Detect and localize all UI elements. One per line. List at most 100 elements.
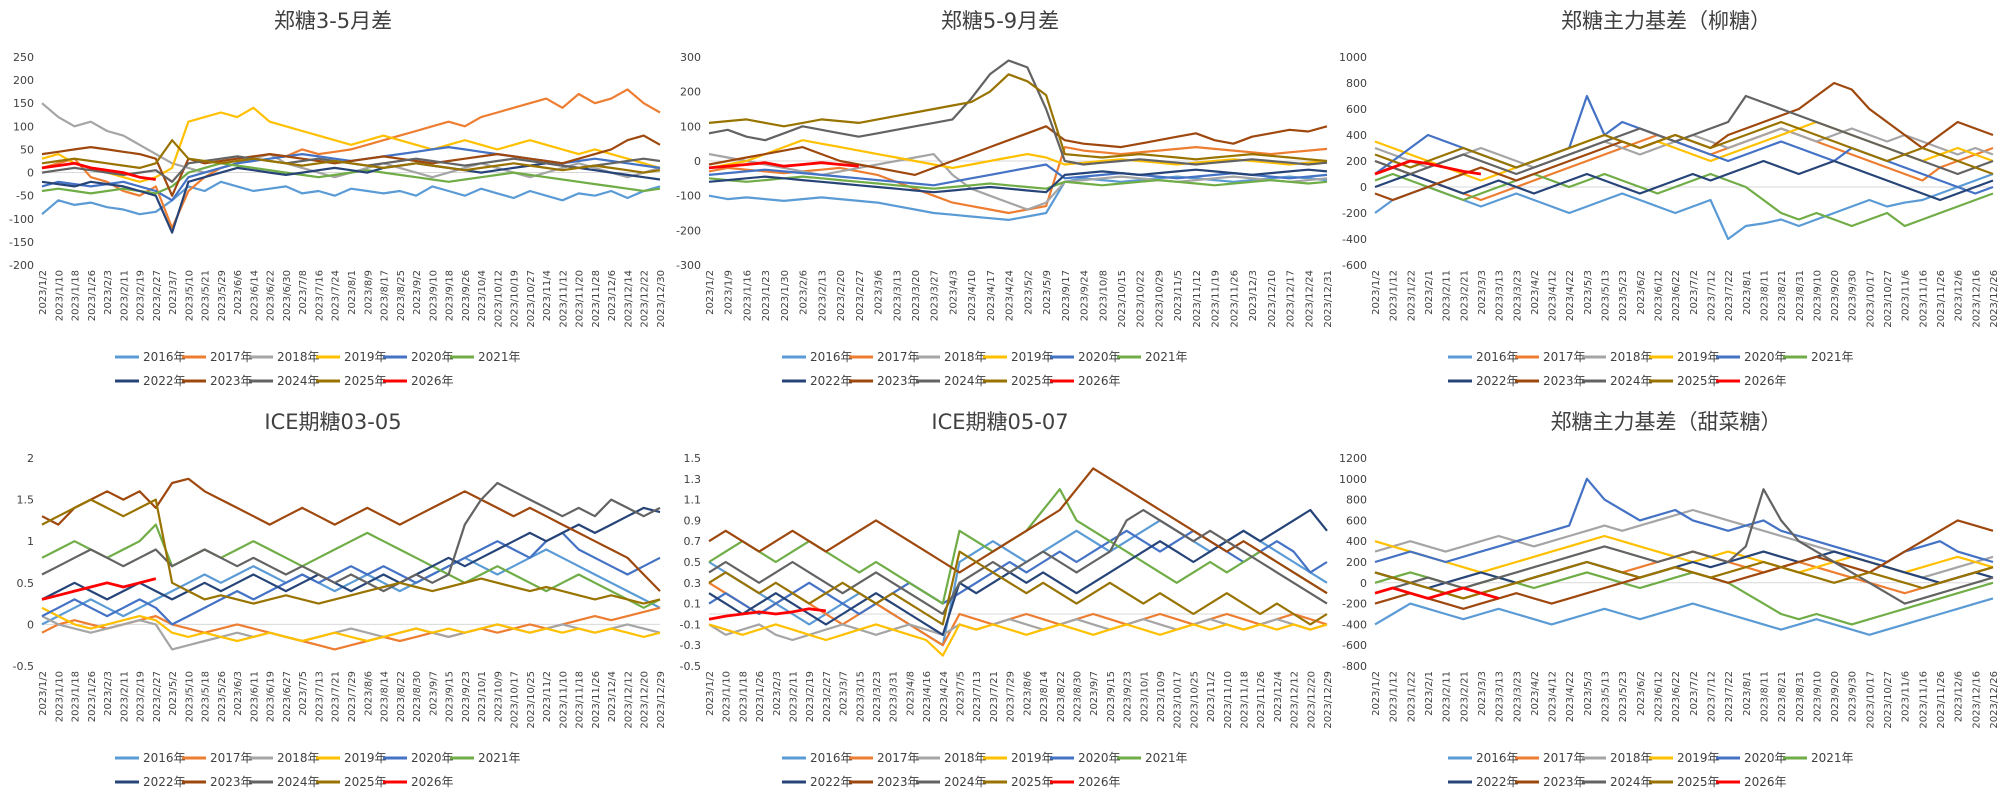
x-tick-label: 2023/9/23 xyxy=(1123,671,1134,722)
legend-label: 2017年 xyxy=(1543,350,1586,364)
legend-label: 2026年 xyxy=(411,374,454,388)
legend-label: 2022年 xyxy=(810,374,853,388)
y-tick-label: 1.5 xyxy=(17,494,35,507)
y-tick-label: 50 xyxy=(20,143,34,156)
x-tick-label: 2023/2/21 xyxy=(1459,270,1470,321)
legend-label: 2022年 xyxy=(143,374,186,388)
legend-label: 2020年 xyxy=(411,751,454,765)
series-line-2021年 xyxy=(708,175,1328,190)
x-tick-label: 2023/3/7 xyxy=(839,671,850,716)
legend-label: 2022年 xyxy=(1476,374,1519,388)
x-tick-label: 2023/1/26 xyxy=(755,671,766,722)
y-tick-label: 100 xyxy=(680,120,701,133)
x-tick-label: 2023/3/31 xyxy=(889,671,900,722)
y-tick-label: -0.1 xyxy=(680,618,701,631)
x-tick-label: 2023/2/11 xyxy=(1442,671,1453,722)
x-tick-label: 2023/11/12 xyxy=(558,270,569,328)
x-tick-label: 2023/10/17 xyxy=(1865,671,1876,729)
y-tick-label: 0 xyxy=(27,618,34,631)
legend-label: 2019年 xyxy=(344,350,387,364)
x-tick-label: 2023/7/29 xyxy=(347,671,358,722)
x-tick-label: 2023/5/9 xyxy=(1042,270,1053,315)
x-tick-label: 2023/1/18 xyxy=(71,270,82,321)
x-tick-label: 2023/7/5 xyxy=(956,671,967,716)
legend-label: 2024年 xyxy=(944,374,987,388)
y-tick-label: 200 xyxy=(13,74,34,87)
legend-label: 2026年 xyxy=(1078,374,1121,388)
x-tick-label: 2023/2/27 xyxy=(855,270,866,321)
x-tick-label: 2023/2/11 xyxy=(1442,270,1453,321)
y-tick-label: -300 xyxy=(676,259,701,272)
legend-label: 2016年 xyxy=(143,350,186,364)
x-tick-label: 2023/10/17 xyxy=(510,671,521,729)
x-tick-label: 2023/7/12 xyxy=(1706,671,1717,722)
x-tick-label: 2023/2/27 xyxy=(152,270,163,321)
legend-label: 2018年 xyxy=(944,751,987,765)
x-tick-label: 2023/11/26 xyxy=(1256,671,1267,729)
x-tick-label: 2023/2/20 xyxy=(836,270,847,321)
legend-label: 2016年 xyxy=(810,751,853,765)
x-tick-label: 2023/9/10 xyxy=(1812,671,1823,722)
x-tick-label: 2023/11/2 xyxy=(542,671,553,722)
x-tick-label: 2023/1/2 xyxy=(705,671,716,716)
chart-panel-zt59: 郑糖5-9月差 300 200 100 0 -100 -200 -300 2023/1/2 202… xyxy=(667,0,1334,401)
x-tick-label: 2023/5/23 xyxy=(1618,270,1629,321)
x-tick-label: 2023/7/2 xyxy=(1689,270,1700,315)
y-tick-label: 100 xyxy=(13,120,34,133)
x-tick-label: 2023/10/9 xyxy=(493,671,504,722)
x-tick-label: 2023/5/2 xyxy=(168,671,179,716)
y-tick-label: -400 xyxy=(1342,233,1367,246)
x-tick-label: 2023/10/1 xyxy=(1139,671,1150,722)
x-tick-label: 2023/4/17 xyxy=(986,270,997,321)
y-tick-label: 0.9 xyxy=(684,514,702,527)
series-line-2020年 xyxy=(1374,94,1994,195)
y-tick-label: 1.1 xyxy=(684,494,702,507)
y-tick-label: 0.3 xyxy=(684,577,702,590)
x-tick-label: 2023/2/6 xyxy=(799,270,810,315)
series-line-2022年 xyxy=(708,508,1328,636)
legend-label: 2016年 xyxy=(1476,751,1519,765)
x-tick-label: 2023/10/17 xyxy=(1865,270,1876,328)
series-line-2020年 xyxy=(708,163,1328,187)
x-tick-label: 2023/6/12 xyxy=(1654,270,1665,321)
x-tick-label: 2023/8/22 xyxy=(396,671,407,722)
x-tick-label: 2023/6/22 xyxy=(266,270,277,321)
x-tick-label: 2023/10/27 xyxy=(1883,671,1894,729)
x-tick-label: 2023/9/24 xyxy=(1080,270,1091,321)
x-tick-label: 2023/7/13 xyxy=(972,671,983,722)
legend-label: 2020年 xyxy=(1078,751,1121,765)
y-tick-label: 800 xyxy=(1346,77,1367,90)
x-tick-label: 2023/7/5 xyxy=(298,671,309,716)
x-tick-label: 2023/11/5 xyxy=(1173,270,1184,321)
legend-label: 2022年 xyxy=(1476,775,1519,789)
x-tick-label: 2023/2/3 xyxy=(103,671,114,716)
y-tick-label: 0 xyxy=(1360,181,1367,194)
x-tick-label: 2023/10/4 xyxy=(477,270,488,321)
x-tick-label: 2023/9/10 xyxy=(428,270,439,321)
x-tick-label: 2023/1/10 xyxy=(54,270,65,321)
y-tick-label: 0 xyxy=(1360,577,1367,590)
series-line-2021年 xyxy=(1374,571,1994,626)
x-tick-label: 2023/4/12 xyxy=(1548,270,1559,321)
x-tick-label: 2023/1/2 xyxy=(38,671,49,716)
y-tick-label: -200 xyxy=(9,259,34,272)
x-tick-label: 2023/5/2 xyxy=(1023,270,1034,315)
x-tick-label: 2023/9/7 xyxy=(1089,671,1100,716)
y-tick-label: 600 xyxy=(1346,103,1367,116)
series-line-2021年 xyxy=(1374,172,1994,228)
legend-label: 2016年 xyxy=(810,350,853,364)
x-tick-label: 2023/5/10 xyxy=(184,671,195,722)
x-tick-label: 2023/12/4 xyxy=(1273,671,1284,722)
x-tick-label: 2023/7/29 xyxy=(1006,671,1017,722)
y-tick-label: 2 xyxy=(27,452,34,465)
x-tick-label: 2023/5/26 xyxy=(217,671,228,722)
legend-label: 2021年 xyxy=(1145,751,1188,765)
y-tick-label: 1000 xyxy=(1339,51,1367,64)
x-tick-label: 2023/12/29 xyxy=(1323,671,1334,729)
legend-label: 2025年 xyxy=(1677,775,1720,789)
x-tick-label: 2023/7/22 xyxy=(1724,671,1735,722)
series-line-2017年 xyxy=(708,146,1328,215)
x-tick-label: 2023/6/3 xyxy=(233,671,244,716)
x-tick-label: 2023/11/18 xyxy=(1239,671,1250,729)
legend-label: 2016年 xyxy=(143,751,186,765)
